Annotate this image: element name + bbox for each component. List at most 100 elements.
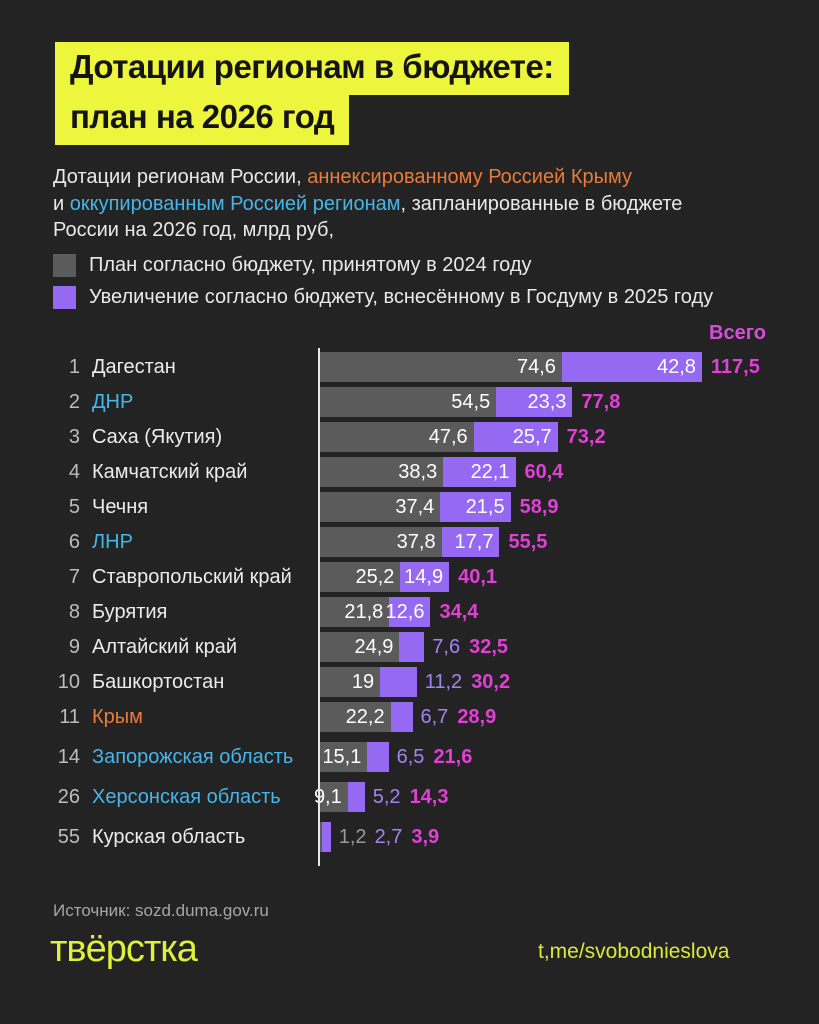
bar-increase-segment: 12,6	[386, 597, 431, 627]
bar-increase-value: 25,7	[512, 425, 552, 448]
page-title-line1: Дотации регионам в бюджете:	[55, 42, 569, 95]
bar-base-segment: 19	[318, 667, 381, 697]
bar-increase-value: 42,8	[656, 355, 696, 378]
bar-increase-value: 5,2	[372, 785, 401, 808]
row-bars: 21,8 12,6 34,4	[318, 597, 819, 627]
table-row: 7 Ставропольский край 25,2 14,9 40,1	[52, 562, 819, 592]
row-bars: 9,1 5,2 14,3	[314, 782, 819, 812]
table-row: 2 ДНР 54,5 23,3 77,8	[52, 387, 819, 417]
bar-base-value: 24,9	[354, 635, 394, 658]
row-bars: 25,2 14,9 40,1	[318, 562, 819, 592]
subtitle-crimea-highlight: аннексированному Россией Крыму	[307, 166, 632, 188]
row-region-label: ЛНР	[92, 530, 133, 553]
bar-increase-segment	[367, 742, 389, 772]
bar-increase-segment	[390, 702, 413, 732]
row-total-value: 77,8	[581, 390, 621, 413]
bar-base-segment: 38,3	[318, 457, 444, 487]
row-rank: 55	[57, 825, 80, 848]
legend-item-increase: Увеличение согласно бюджету, вснесённому…	[53, 286, 713, 309]
row-bars: 47,6 25,7 73,2	[318, 422, 819, 452]
bar-base-value: 47,6	[428, 425, 468, 448]
bar-increase-segment: 42,8	[561, 352, 702, 382]
chart-subtitle: Дотации регионам России, аннексированном…	[53, 164, 773, 244]
row-rank: 5	[68, 495, 80, 518]
row-region-label: Крым	[92, 705, 143, 728]
subtitle-occupied-highlight: оккупированным Россией регионам	[69, 192, 401, 215]
chart-legend: План согласно бюджету, принятому в 2024 …	[53, 254, 713, 318]
row-rank: 6	[68, 530, 80, 553]
bar-increase-value: 7,6	[432, 635, 461, 658]
bar-base-segment: 37,8	[318, 527, 442, 557]
bar-increase-value: 6,5	[396, 745, 425, 768]
table-row: 10 Башкортостан 19 11,2 30,2	[52, 667, 819, 697]
bar-base-value: 54,5	[451, 390, 491, 413]
bar-base-segment: 24,9	[318, 632, 400, 662]
table-row: 9 Алтайский край 24,9 7,6 32,5	[52, 632, 819, 662]
bar-increase-value: 21,5	[465, 495, 505, 518]
row-rank: 11	[59, 705, 80, 728]
table-row: 1 Дагестан 74,6 42,8 117,5	[52, 352, 819, 382]
bar-base-value: 38,3	[398, 460, 438, 483]
bar-base-value: 37,4	[395, 495, 435, 518]
bar-base-segment: 22,2	[318, 702, 391, 732]
row-total-value: 60,4	[524, 460, 564, 483]
row-rank: 8	[68, 600, 80, 623]
bar-base-value: 19	[351, 670, 375, 693]
bar-increase-segment: 21,5	[440, 492, 511, 522]
legend-swatch-gray	[53, 254, 76, 277]
row-total-value: 40,1	[458, 565, 498, 588]
bar-increase-segment	[321, 822, 331, 852]
row-total-value: 55,5	[508, 530, 548, 553]
bar-increase-segment	[347, 782, 365, 812]
table-row: 55 Курская область 1,2 2,7 3,9	[52, 822, 819, 852]
bar-increase-segment: 14,9	[400, 562, 450, 592]
row-region-label: Чечня	[92, 495, 149, 518]
subtitle-text: России на 2026 год, млрд руб,	[53, 219, 335, 242]
row-rank: 1	[68, 355, 80, 378]
row-total-value: 14,3	[409, 785, 449, 808]
row-rank: 14	[57, 745, 80, 768]
row-bars: 1,2 2,7 3,9	[318, 822, 819, 852]
row-region-label: Алтайский край	[92, 635, 238, 658]
bar-base-value: 74,6	[517, 355, 556, 378]
table-row: 3 Саха (Якутия) 47,6 25,7 73,2	[52, 422, 819, 452]
bar-base-segment: 47,6	[318, 422, 474, 452]
bar-increase-value: 6,7	[420, 705, 449, 728]
bar-base-segment: 21,8	[318, 597, 390, 627]
row-rank: 26	[57, 785, 80, 808]
row-rank: 2	[68, 390, 80, 413]
row-rank: 10	[57, 670, 80, 693]
bar-base-value: 37,8	[396, 530, 436, 553]
row-rank: 4	[68, 460, 80, 483]
row-total-value: 30,2	[471, 670, 511, 693]
row-bars: 19 11,2 30,2	[318, 667, 819, 697]
row-bars: 37,8 17,7 55,5	[318, 527, 819, 557]
bar-base-segment: 37,4	[318, 492, 441, 522]
row-bars: 74,6 42,8 117,5	[318, 352, 819, 382]
chart-axis-line	[318, 348, 320, 866]
table-row: 4 Камчатский край 38,3 22,1 60,4	[52, 457, 819, 487]
row-bars: 15,1 6,5 21,6	[318, 742, 819, 772]
subtitle-text: Дотации регионам России,	[53, 166, 308, 188]
row-region-label: Курская область	[92, 825, 246, 848]
bar-base-value: 1,2	[338, 825, 367, 848]
table-row: 8 Бурятия 21,8 12,6 34,4	[52, 597, 819, 627]
bar-increase-segment	[380, 667, 417, 697]
bar-base-segment: 74,6	[318, 352, 562, 382]
row-total-value: 34,4	[439, 600, 479, 623]
verstka-logo: твёрстка	[50, 928, 198, 970]
page-title: Дотации регионам в бюджете: план на 2026…	[55, 42, 569, 145]
source-caption: Источник: sozd.duma.gov.ru	[53, 901, 269, 920]
row-region-label: Ставропольский край	[92, 565, 292, 588]
legend-item-base: План согласно бюджету, принятому в 2024 …	[53, 254, 713, 277]
table-row: 5 Чечня 37,4 21,5 58,9	[52, 492, 819, 522]
table-row: 26 Херсонская область 9,1 5,2 14,3	[52, 782, 819, 812]
table-row: 11 Крым 22,2 6,7 28,9	[52, 702, 819, 732]
telegram-link[interactable]: t,me/svobodnieslova	[538, 940, 730, 963]
subtitle-text: и	[53, 192, 70, 215]
table-row: 6 ЛНР 37,8 17,7 55,5	[52, 527, 819, 557]
bar-increase-value: 17,7	[454, 530, 494, 553]
bar-base-value: 15,1	[322, 745, 362, 768]
row-region-label: Бурятия	[92, 600, 168, 623]
